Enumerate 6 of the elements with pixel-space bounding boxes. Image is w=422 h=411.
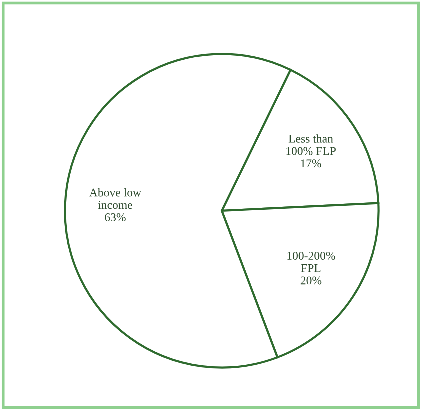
- data-label: 20%: [300, 276, 322, 285]
- slice-label: Above low income: [90, 188, 142, 210]
- data-label: 17%: [301, 160, 322, 168]
- data-label: 63%: [105, 213, 126, 222]
- slice-label: Less than 100% FLP: [286, 134, 336, 156]
- slice-label: 100-200% FPL: [288, 252, 336, 272]
